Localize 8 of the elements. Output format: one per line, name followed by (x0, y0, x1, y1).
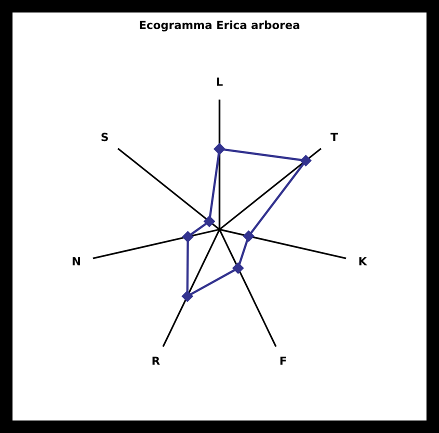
spoke-label: F (280, 356, 286, 365)
spoke-label: K (359, 257, 368, 266)
spoke-label: R (152, 356, 160, 365)
spoke-label: L (216, 78, 223, 86)
spoke-label: S (102, 132, 108, 142)
spoke-label: N (72, 257, 80, 266)
chart-title: Ecogramma Erica arborea (140, 20, 300, 32)
spoke-label: T (330, 132, 338, 142)
